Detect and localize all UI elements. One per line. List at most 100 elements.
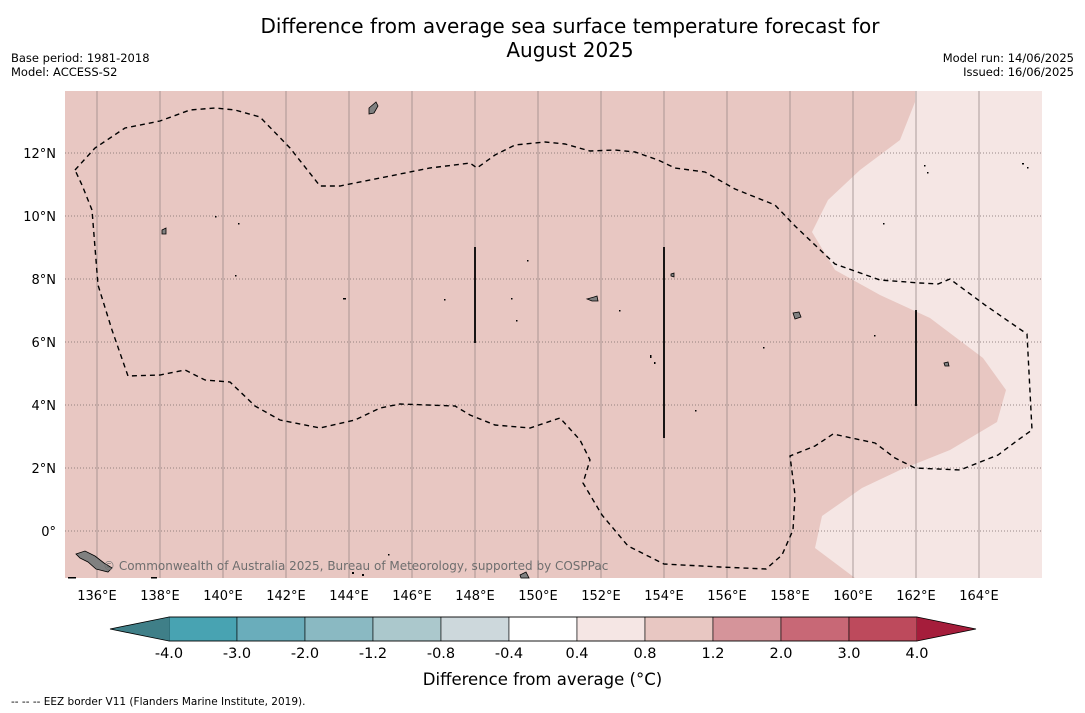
island (368, 101, 379, 115)
vertical-markers (474, 247, 917, 438)
longitude-label: 164°E (959, 589, 999, 604)
colorbar-tick-label: -0.8 (427, 646, 455, 662)
islet (151, 577, 157, 579)
islet (527, 260, 529, 262)
eez-border (74, 107, 1033, 570)
title-line-2: August 2025 (506, 38, 634, 62)
latitude-label: 4°N (32, 399, 57, 414)
model-run: Model run: 14/06/2025 (942, 51, 1074, 65)
longitude-label: 158°E (770, 589, 810, 604)
island (585, 295, 599, 302)
latitude-label: 2°N (32, 462, 57, 477)
island (519, 571, 530, 579)
colorbar-box (576, 616, 646, 642)
base-period: Base period: 1981-2018 (11, 51, 150, 65)
islet (1022, 163, 1024, 165)
colorbar-box (304, 616, 374, 642)
longitude-label: 148°E (455, 589, 495, 604)
latitude-label: 6°N (32, 336, 57, 351)
colorbar-tick-label: -2.0 (291, 646, 319, 662)
islet (362, 574, 364, 576)
copyright-watermark: © Commonwealth of Australia 2025, Bureau… (103, 559, 608, 573)
islet (883, 223, 885, 225)
islands (75, 101, 950, 579)
colorbar-tick-label: -4.0 (155, 646, 183, 662)
islet (654, 362, 656, 364)
colorbar-tick-label: 1.2 (701, 646, 724, 662)
colorbar-tick-label: 2.0 (769, 646, 792, 662)
island (792, 311, 802, 320)
latitude-label: 0° (41, 525, 56, 540)
colorbar-tick-label: -3.0 (223, 646, 251, 662)
islet (516, 320, 518, 322)
longitude-label: 162°E (896, 589, 936, 604)
longitude-label: 152°E (581, 589, 621, 604)
islet (695, 410, 697, 412)
islet (343, 298, 346, 300)
colorbar: -4.0 -3.0 -2.0 -1.2 -0.8 -0.4 0.4 0.8 1.2 2.0 3.0 4… (109, 616, 977, 662)
longitude-label: 160°E (833, 589, 873, 604)
islet (235, 275, 237, 277)
island (943, 361, 950, 367)
meta-right: Model run: 14/06/2025 Issued: 16/06/2025 (943, 51, 1074, 79)
colorbar-over-arrow (917, 617, 976, 641)
islet (388, 554, 390, 556)
colorbar-outline (109, 616, 977, 642)
longitude-label: 144°E (329, 589, 369, 604)
islet (215, 216, 217, 218)
longitude-label: 150°E (518, 589, 558, 604)
colorbar-tick-label: 0.4 (565, 646, 588, 662)
islet (874, 335, 876, 337)
anomaly-fill-mild (812, 91, 1042, 578)
colorbar-box (644, 616, 714, 642)
latitude-label: 10°N (23, 210, 56, 225)
longitude-label: 136°E (77, 589, 117, 604)
colorbar-tick-label: 0.8 (633, 646, 656, 662)
island (161, 227, 167, 235)
islet (352, 572, 354, 574)
map-panel: © Commonwealth of Australia 2025, Bureau… (23, 91, 1042, 604)
colorbar-tick-label: 4.0 (905, 646, 928, 662)
islet (650, 355, 652, 358)
colorbar-tick-label: -0.4 (495, 646, 523, 662)
colorbar-box (712, 616, 782, 642)
islet (238, 223, 240, 225)
longitude-label: 138°E (140, 589, 180, 604)
islets (68, 163, 1029, 579)
colorbar-box (780, 616, 850, 642)
longitude-label: 146°E (392, 589, 432, 604)
islet (68, 577, 76, 579)
colorbar-box (168, 616, 238, 642)
model-name: Model: ACCESS-S2 (11, 65, 118, 79)
colorbar-tick-labels: -4.0 -3.0 -2.0 -1.2 -0.8 -0.4 0.4 0.8 1.2 2.0 3.0 4… (155, 646, 929, 662)
island (75, 550, 113, 573)
issued-date: Issued: 16/06/2025 (963, 65, 1074, 79)
colorbar-box (440, 616, 510, 642)
colorbar-box (508, 616, 578, 642)
island (670, 272, 675, 278)
longitude-label: 142°E (266, 589, 306, 604)
colorbar-label: Difference from average (°C) (422, 670, 663, 689)
islet (1027, 167, 1029, 169)
latitude-labels: 12°N 10°N 8°N 6°N 4°N 2°N 0° (23, 147, 56, 540)
islet (924, 165, 926, 167)
colorbar-tick-label: 3.0 (837, 646, 860, 662)
colorbar-box (372, 616, 442, 642)
colorbar-boxes (168, 616, 918, 642)
latitude-label: 12°N (23, 147, 56, 162)
colorbar-under-arrow (110, 617, 169, 641)
longitude-labels: 136°E 138°E 140°E 142°E 144°E 146°E 148°E 150°E… (77, 589, 999, 604)
colorbar-box (236, 616, 306, 642)
meta-left: Base period: 1981-2018 Model: ACCESS-S2 (11, 51, 150, 79)
footnote: -- -- -- EEZ border V11 (Flanders Marine… (11, 696, 306, 708)
islet (927, 172, 929, 174)
islet (511, 298, 513, 300)
title-line-1: Difference from average sea surface temp… (260, 14, 880, 38)
longitude-label: 140°E (203, 589, 243, 604)
chart-title: Difference from average sea surface temp… (0, 14, 1085, 62)
colorbar-box (848, 616, 918, 642)
latitude-label: 8°N (32, 273, 57, 288)
islet (619, 310, 621, 312)
islet (763, 347, 765, 349)
